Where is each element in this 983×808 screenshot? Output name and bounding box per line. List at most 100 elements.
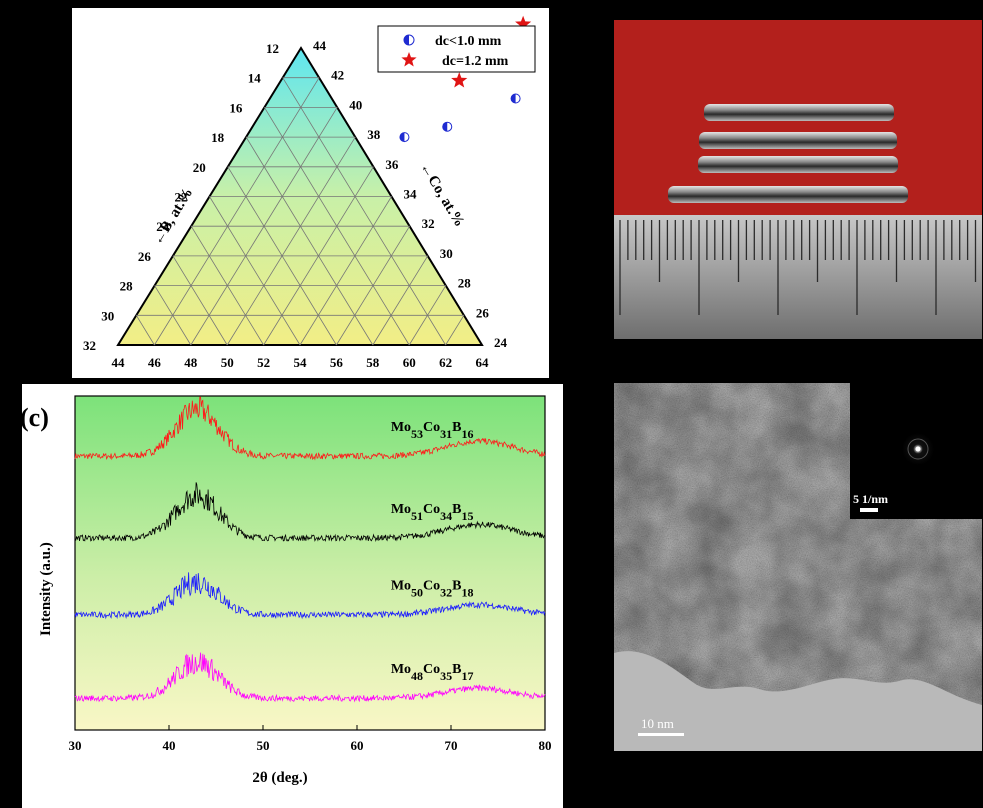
tem-scale-label: 10 nm [641,716,674,731]
half-circle-point [442,121,453,132]
legend-half-circle-icon [403,34,415,46]
element-subscript: 18 [462,586,474,600]
x-axis-label: 2θ (deg.) [252,770,307,786]
plot-area [74,395,546,731]
xrd-series-line [74,396,546,461]
saed-scale-bar [860,508,878,512]
tem-image: 5 1/nm 10 nm [614,383,982,751]
mo-tick-label: 58 [366,355,380,370]
grid-line [226,136,356,346]
co-tick-label: 30 [440,246,453,261]
element-symbol: Co [423,579,440,594]
grid-line [227,166,337,346]
xrd-chart-panel: Mo53Co31B16 Mo51Co34B15 Mo50Co32B18 Mo48Co3… [22,384,563,808]
x-axis-label-text: 2θ (deg.) [252,770,307,786]
saed-scale-label: 5 1/nm [853,492,888,506]
half-circle-point [510,93,521,104]
element-subscript: 50 [411,586,423,600]
co-tick-label: 40 [349,97,362,112]
element-symbol: Co [423,662,440,677]
xrd-series [74,396,546,703]
xrd-series-line [74,572,546,620]
element-symbol: B [452,662,461,677]
b-tick-label: 18 [211,130,225,145]
grid-line [299,196,392,346]
grid-line [135,315,155,346]
co-tick-label: 44 [313,38,327,53]
mo-tick-label: 60 [403,355,416,370]
mo-tick-label: 50 [221,355,234,370]
b-tick-label: 30 [101,308,114,323]
co-tick-label: 28 [458,276,472,291]
tem-scale-bar [638,733,684,736]
co-tick-label: 36 [385,157,399,172]
grid-line [190,225,264,346]
ternary-tick-labels: 12 14 16 18 20 22 24 26 28 30 32 44 42 40 38 36 34 32 30 28… [83,38,508,370]
x-tick-label: 50 [257,738,270,753]
x-tick-label: 40 [163,738,176,753]
rod-2 [699,132,897,149]
element-subscript: 32 [440,586,452,600]
b-tick-label: 22 [175,190,188,205]
mo-tick-label: 46 [148,355,162,370]
x-axis-ticks: 30 40 50 60 70 80 [69,725,552,753]
rod-4 [668,186,908,203]
mo-tick-label: 62 [439,355,452,370]
element-subscript: 35 [440,669,452,683]
half-circle-point [399,132,410,143]
xrd-chart: Mo53Co31B16Mo51Co34B15Mo50Co32B18Mo48Co3… [22,395,552,786]
mo-tick-label: 52 [257,355,270,370]
grid-line [445,315,465,346]
element-symbol: B [452,579,461,594]
co-tick-label: 32 [422,216,435,231]
xrd-series-label: Mo51Co34B15 [391,502,474,523]
mo-tick-label: 44 [112,355,126,370]
mo-tick-label: 54 [294,355,308,370]
element-subscript: 53 [411,427,423,441]
ternary-diagram: 12 14 16 18 20 22 24 26 28 30 32 44 42 40 38 36 34 32 30 28… [83,15,536,370]
element-subscript: 17 [462,669,474,683]
grid-line [264,107,410,346]
co-tick-label: 24 [494,335,508,350]
tem-image-panel: 5 1/nm 10 nm [614,383,982,751]
b-tick-label: 28 [120,279,134,294]
legend-star-icon [401,52,417,67]
co-tick-label: 42 [331,68,344,83]
element-symbol: Mo [391,502,411,517]
rod-3 [698,156,898,173]
mo-tick-label: 48 [184,355,198,370]
element-subscript: 48 [411,669,423,683]
element-symbol: Co [423,420,440,435]
b-tick-label: 20 [193,160,206,175]
b-tick-label: 14 [248,71,262,86]
b-tick-label: 26 [138,249,152,264]
rods-image [614,20,982,339]
element-subscript: 34 [440,509,452,523]
element-subscript: 31 [440,427,452,441]
xrd-series-line [74,652,546,703]
grid-line [154,77,320,346]
grid-line [245,136,374,346]
rod-1 [704,104,894,121]
b-tick-label: 16 [229,100,243,115]
b-tick-label: 32 [83,338,96,353]
x-tick-label: 80 [539,738,552,753]
element-symbol: B [452,502,461,517]
element-symbol: Mo [391,420,411,435]
grid-line [209,196,301,346]
ternary-diagram-panel: 12 14 16 18 20 22 24 26 28 30 32 44 42 40 38 36 34 32 30 28… [72,8,549,378]
element-symbol: Co [423,502,440,517]
element-symbol: Mo [391,662,411,677]
co-tick-label: 38 [367,127,381,142]
element-subscript: 16 [462,427,474,441]
star-point [451,72,468,88]
x-tick-label: 30 [69,738,82,753]
mo-tick-label: 56 [330,355,344,370]
legend-label-small: dc<1.0 mm [435,34,502,49]
mo-tick-label: 64 [476,355,490,370]
xrd-series-line [74,482,546,543]
element-symbol: B [452,420,461,435]
xrd-series-label: Mo48Co35B17 [391,662,474,683]
grid-line [154,285,192,346]
grid-line [282,77,446,346]
